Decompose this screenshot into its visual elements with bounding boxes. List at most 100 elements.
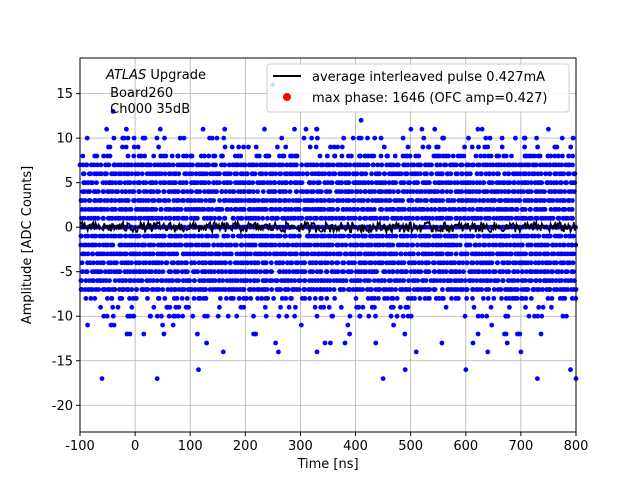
data-point	[382, 171, 388, 177]
data-point	[339, 180, 344, 186]
data-point	[352, 260, 357, 266]
data-point	[350, 135, 356, 141]
data-point	[361, 198, 366, 203]
data-point	[571, 251, 576, 257]
data-point	[520, 269, 525, 275]
outlier-point	[513, 135, 518, 141]
data-point	[482, 242, 488, 248]
data-point	[256, 215, 261, 221]
data-point	[461, 269, 466, 275]
data-point	[119, 296, 125, 301]
data-point	[372, 260, 378, 266]
data-point	[156, 269, 162, 275]
data-point	[278, 304, 283, 310]
data-point	[429, 251, 435, 257]
data-point	[314, 233, 320, 239]
data-point	[429, 171, 434, 177]
data-point	[325, 260, 330, 266]
data-point	[198, 198, 204, 203]
data-point	[491, 215, 497, 221]
data-point	[183, 171, 189, 177]
data-point	[264, 162, 270, 168]
data-point	[123, 189, 129, 195]
data-point	[369, 171, 374, 177]
data-point	[286, 198, 292, 203]
data-point	[105, 296, 110, 301]
data-point	[262, 304, 268, 310]
data-point	[390, 296, 396, 301]
data-point	[107, 144, 113, 150]
data-point	[506, 189, 512, 195]
data-point	[545, 251, 551, 257]
data-point	[105, 242, 111, 248]
data-point	[219, 189, 225, 195]
data-point	[292, 233, 298, 239]
data-point	[512, 180, 517, 186]
data-point	[384, 207, 389, 212]
data-point	[440, 251, 445, 257]
data-point	[504, 207, 510, 212]
data-point	[401, 278, 407, 283]
data-point	[473, 242, 479, 248]
data-point	[479, 126, 485, 132]
data-point	[535, 144, 540, 150]
data-point	[545, 296, 551, 301]
data-point	[79, 260, 85, 266]
data-point	[415, 278, 421, 283]
data-point	[118, 162, 124, 168]
data-point	[327, 171, 333, 177]
data-point	[363, 215, 369, 221]
data-point	[228, 180, 233, 186]
data-point	[432, 269, 438, 275]
data-point	[368, 207, 374, 212]
data-point	[435, 144, 441, 150]
data-point	[477, 162, 482, 168]
data-point	[520, 242, 525, 248]
data-point	[476, 269, 482, 275]
outlier-point	[209, 135, 215, 141]
data-point	[404, 269, 409, 275]
data-point	[127, 180, 133, 186]
x-tick-label: 100	[178, 439, 203, 454]
data-point	[377, 171, 382, 177]
data-point	[405, 304, 411, 310]
data-point	[303, 126, 309, 132]
data-point	[394, 296, 400, 301]
data-point	[371, 207, 377, 212]
data-point	[149, 233, 155, 239]
data-point	[412, 296, 417, 301]
data-point	[101, 313, 107, 319]
data-point	[159, 260, 165, 266]
data-point	[323, 215, 328, 221]
data-point	[104, 171, 109, 177]
data-point	[151, 304, 157, 310]
outlier-point	[121, 135, 127, 141]
data-point	[488, 153, 494, 159]
data-point	[484, 313, 490, 319]
data-point	[416, 153, 422, 159]
data-point	[401, 260, 407, 266]
data-point	[314, 287, 320, 292]
data-point	[150, 251, 156, 257]
data-point	[234, 313, 240, 319]
data-point	[228, 242, 234, 248]
data-point	[533, 278, 539, 283]
data-point	[459, 189, 465, 195]
outlier-point	[358, 117, 364, 123]
data-point	[537, 251, 543, 257]
data-point	[295, 260, 301, 266]
data-point	[554, 287, 560, 292]
data-point	[327, 189, 333, 195]
data-point	[549, 304, 554, 310]
data-point	[195, 331, 200, 337]
data-point	[322, 340, 328, 346]
data-point	[338, 162, 344, 168]
data-point	[386, 269, 392, 275]
data-point	[288, 251, 294, 257]
data-point	[481, 296, 486, 301]
data-point	[391, 322, 396, 328]
data-point	[407, 180, 413, 186]
data-point	[275, 251, 280, 257]
data-point	[540, 304, 546, 310]
data-point	[529, 251, 534, 257]
